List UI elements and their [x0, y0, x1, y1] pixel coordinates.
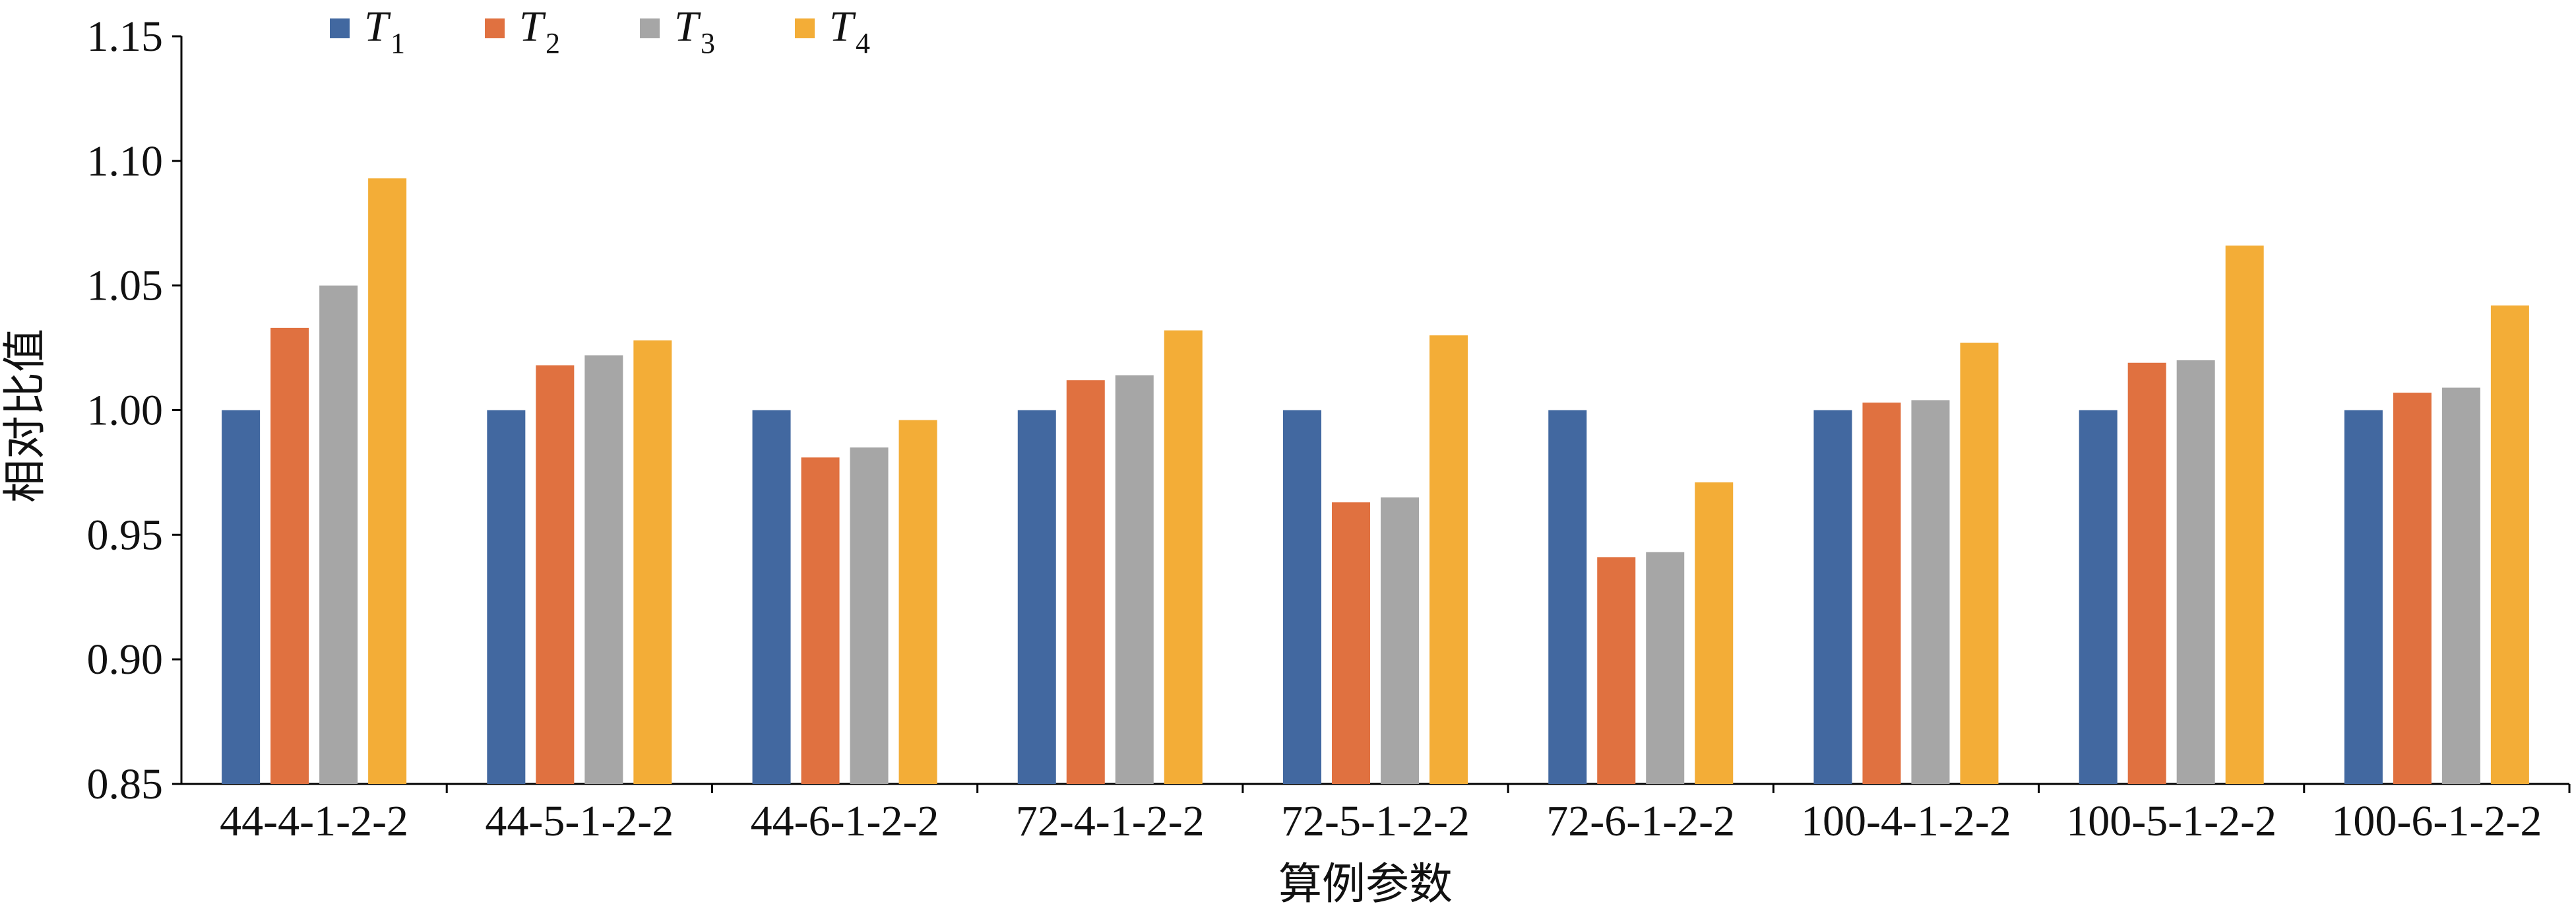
- bar-series-3-44-6-1-2-2: [850, 447, 889, 784]
- legend-subscript-3: 3: [701, 27, 715, 59]
- x-axis-title: 算例参数: [1278, 859, 1453, 908]
- bar-series-1-100-4-1-2-2: [1813, 410, 1852, 784]
- bar-series-2-44-5-1-2-2: [536, 365, 575, 784]
- bar-series-1-72-6-1-2-2: [1548, 410, 1587, 784]
- legend-swatch-3: [640, 18, 660, 38]
- bar-series-4-100-6-1-2-2: [2490, 305, 2529, 784]
- x-tick-label: 72-4-1-2-2: [1016, 797, 1205, 845]
- y-tick-label: 1.10: [87, 137, 164, 185]
- legend-swatch-2: [485, 18, 505, 38]
- bar-series-4-44-5-1-2-2: [633, 340, 672, 784]
- bar-series-4-72-6-1-2-2: [1695, 482, 1734, 784]
- bar-series-3-100-4-1-2-2: [1911, 400, 1950, 784]
- y-tick-label: 0.95: [87, 511, 164, 559]
- y-tick-label: 0.85: [87, 760, 164, 808]
- bar-series-2-100-6-1-2-2: [2393, 393, 2432, 784]
- bar-series-2-72-4-1-2-2: [1066, 380, 1105, 784]
- bar-series-3-44-5-1-2-2: [584, 355, 623, 784]
- legend-label-2: T: [519, 3, 546, 51]
- y-axis-title: 相对比值: [0, 329, 50, 503]
- bar-series-3-100-5-1-2-2: [2176, 360, 2215, 784]
- bar-series-4-44-6-1-2-2: [898, 420, 937, 784]
- legend-subscript-4: 4: [856, 27, 870, 59]
- bar-series-1-72-5-1-2-2: [1283, 410, 1321, 784]
- x-tick-label: 44-5-1-2-2: [485, 797, 674, 845]
- bar-series-2-100-5-1-2-2: [2127, 362, 2166, 784]
- bar-series-3-44-4-1-2-2: [319, 285, 358, 785]
- bar-series-2-44-4-1-2-2: [270, 327, 309, 784]
- x-tick-label: 100-6-1-2-2: [2331, 797, 2542, 845]
- legend-subscript-1: 1: [391, 27, 405, 59]
- x-tick-label: 72-6-1-2-2: [1546, 797, 1735, 845]
- y-tick-label: 1.05: [87, 262, 164, 310]
- legend-swatch-4: [795, 18, 815, 38]
- bar-series-3-72-6-1-2-2: [1646, 552, 1685, 784]
- bars: [222, 178, 2529, 785]
- x-tick-label: 100-4-1-2-2: [1801, 797, 2011, 845]
- bar-series-1-72-4-1-2-2: [1017, 410, 1056, 784]
- legend-label-1: T: [364, 3, 391, 51]
- bar-series-2-72-5-1-2-2: [1332, 502, 1370, 784]
- bar-series-4-100-5-1-2-2: [2225, 245, 2264, 784]
- axes: [172, 35, 2571, 793]
- x-tick-label: 44-4-1-2-2: [220, 797, 408, 845]
- bar-series-2-44-6-1-2-2: [801, 457, 840, 784]
- y-tick-label: 1.00: [87, 387, 164, 435]
- bar-series-4-100-4-1-2-2: [1960, 342, 1999, 784]
- bar-series-1-44-6-1-2-2: [752, 410, 791, 784]
- bar-series-4-72-4-1-2-2: [1164, 330, 1203, 784]
- legend-label-3: T: [674, 3, 701, 51]
- x-tick-label: 72-5-1-2-2: [1281, 797, 1470, 845]
- legend-swatch-1: [330, 18, 350, 38]
- bar-series-2-100-4-1-2-2: [1862, 403, 1901, 784]
- bar-series-3-72-4-1-2-2: [1115, 375, 1154, 784]
- y-tick-label: 1.15: [87, 13, 164, 61]
- bar-series-4-72-5-1-2-2: [1429, 335, 1468, 784]
- x-tick-label: 100-5-1-2-2: [2066, 797, 2277, 845]
- bar-series-3-100-6-1-2-2: [2441, 387, 2480, 784]
- bar-series-1-100-5-1-2-2: [2079, 410, 2118, 784]
- y-tick-label: 0.90: [87, 635, 164, 684]
- bar-series-2-72-6-1-2-2: [1597, 557, 1636, 784]
- bar-series-4-44-4-1-2-2: [368, 178, 407, 784]
- bar-series-3-72-5-1-2-2: [1381, 497, 1419, 784]
- legend-label-4: T: [829, 3, 856, 51]
- x-tick-label: 44-6-1-2-2: [751, 797, 939, 845]
- legend-subscript-2: 2: [546, 27, 560, 59]
- y-axis-title-group: 相对比值: [0, 329, 50, 503]
- bar-series-1-44-5-1-2-2: [487, 410, 526, 784]
- bar-series-1-44-4-1-2-2: [222, 410, 261, 784]
- bar-series-1-100-6-1-2-2: [2344, 410, 2383, 784]
